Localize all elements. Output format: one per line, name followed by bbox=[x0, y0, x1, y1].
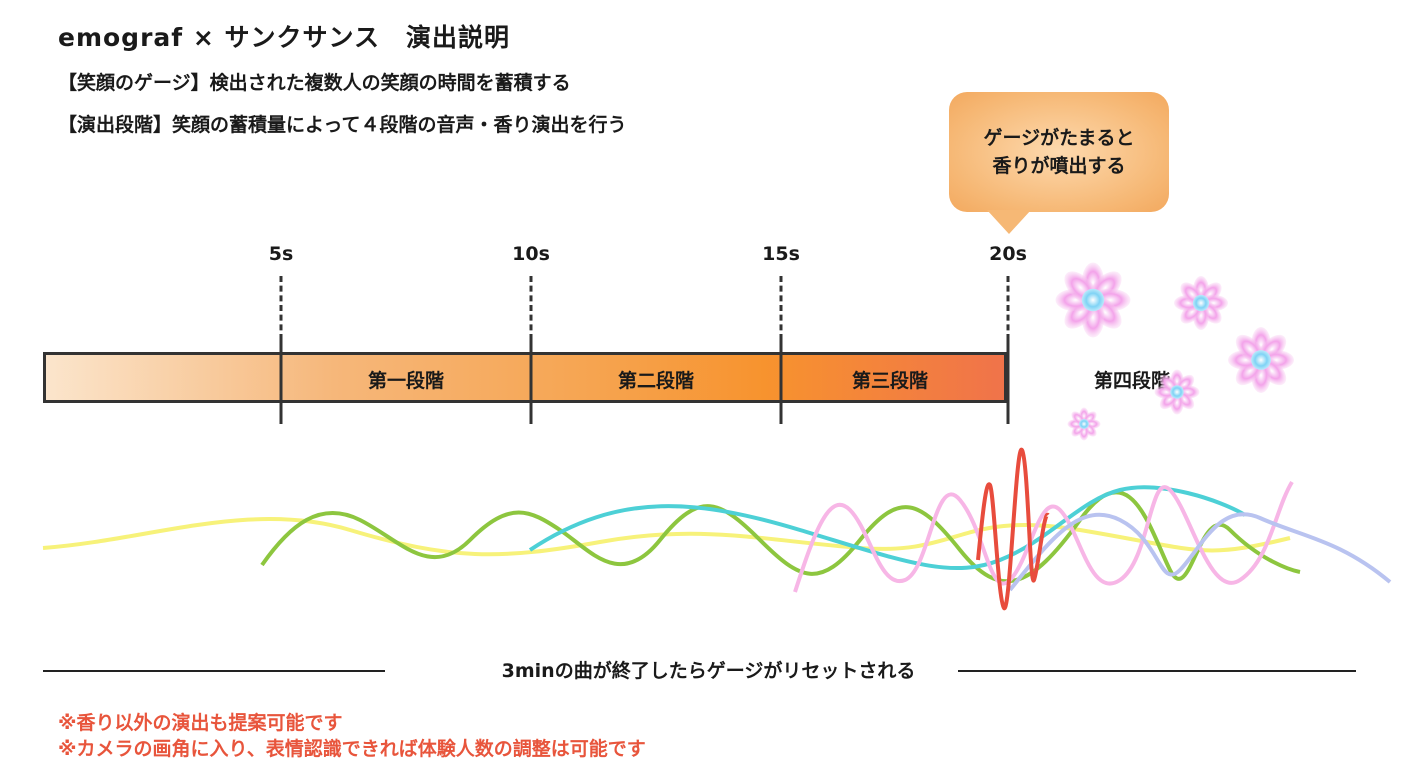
reset-caption: 3minの曲が終了したらゲージがリセットされる bbox=[501, 660, 916, 682]
stage-label-4: 第四段階 bbox=[1093, 370, 1171, 392]
flower-cluster bbox=[1055, 262, 1294, 441]
note-scent: ※香り以外の演出も提案可能です bbox=[58, 712, 343, 734]
stage-divider-1 bbox=[279, 336, 283, 424]
tick-dash-5s bbox=[279, 276, 283, 340]
stage-label-2: 第二段階 bbox=[617, 370, 695, 392]
stage-label-1: 第一段階 bbox=[367, 370, 445, 392]
reset-line-right bbox=[958, 670, 1356, 672]
flower-icon bbox=[1174, 276, 1228, 330]
callout-tail bbox=[987, 210, 1031, 234]
callout-line-2: 香りが噴出する bbox=[992, 155, 1126, 177]
page-title: emograf × サンクサンス 演出説明 bbox=[58, 23, 511, 52]
tick-dash-10s bbox=[529, 276, 533, 340]
stage-divider-2 bbox=[529, 336, 533, 424]
tick-label-15s: 15s bbox=[762, 243, 800, 265]
callout-line-1: ゲージがたまると bbox=[983, 126, 1135, 149]
stage-description: 【演出段階】笑顔の蓄積量によって４段階の音声・香り演出を行う bbox=[58, 114, 627, 136]
stage-divider-3 bbox=[779, 336, 783, 424]
flower-icon bbox=[1154, 369, 1200, 415]
wave-cyan bbox=[528, 485, 1247, 571]
scent-callout: ゲージがたまると 香りが噴出する bbox=[949, 92, 1169, 212]
wave-pink bbox=[793, 480, 1294, 593]
gauge-description: 【笑顔のゲージ】検出された複数人の笑顔の時間を蓄積する bbox=[58, 72, 571, 94]
flower-icon bbox=[1055, 262, 1131, 338]
tick-dash-20s bbox=[1006, 276, 1010, 340]
stage-divider-4 bbox=[1006, 336, 1010, 424]
smile-gauge-bar bbox=[43, 352, 1007, 403]
tick-label-20s: 20s bbox=[989, 243, 1027, 265]
tick-label-10s: 10s bbox=[512, 243, 550, 265]
reset-line-left bbox=[43, 670, 385, 672]
wave-yellow bbox=[42, 517, 1291, 557]
tick-dash-15s bbox=[779, 276, 783, 340]
wave-lavender bbox=[1008, 512, 1392, 592]
tick-label-5s: 5s bbox=[268, 243, 294, 265]
flower-icon bbox=[1228, 327, 1294, 393]
stage-label-3: 第三段階 bbox=[851, 370, 929, 392]
wave-red bbox=[976, 447, 1050, 611]
sound-waves bbox=[42, 447, 1392, 611]
note-camera: ※カメラの画角に入り、表情認識できれば体験人数の調整は可能です bbox=[58, 738, 646, 760]
